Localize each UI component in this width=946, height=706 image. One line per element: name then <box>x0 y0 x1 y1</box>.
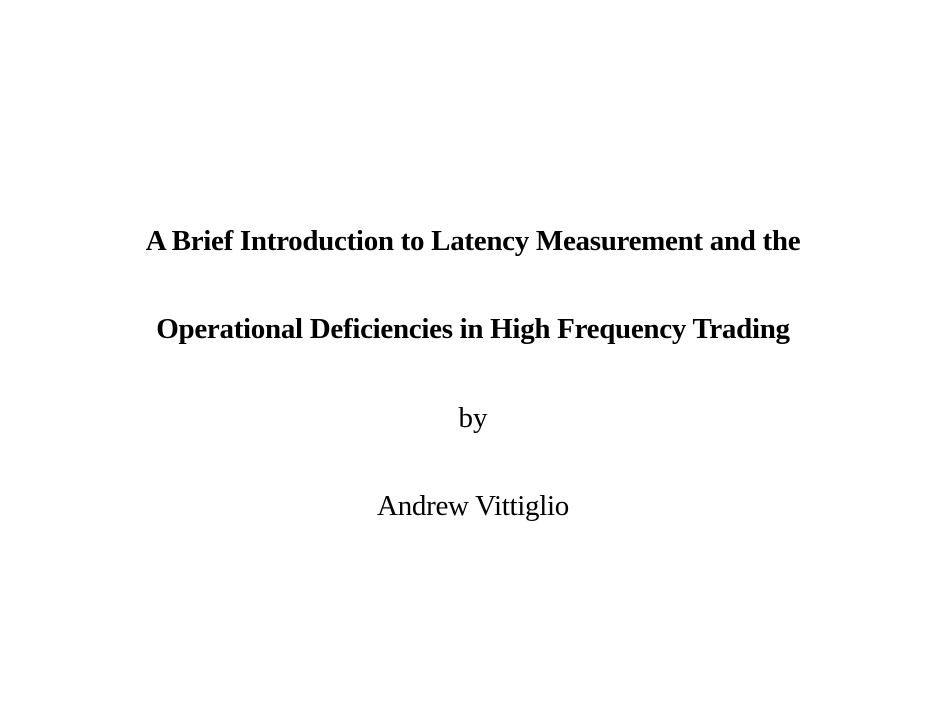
paper-title-line-2: Operational Deficiencies in High Frequen… <box>156 313 790 345</box>
author-name: Andrew Vittiglio <box>377 490 569 522</box>
byline: by <box>458 402 488 434</box>
paper-title: A Brief Introduction to Latency Measurem… <box>0 219 946 351</box>
paper-title-line-1: A Brief Introduction to Latency Measurem… <box>145 225 801 257</box>
